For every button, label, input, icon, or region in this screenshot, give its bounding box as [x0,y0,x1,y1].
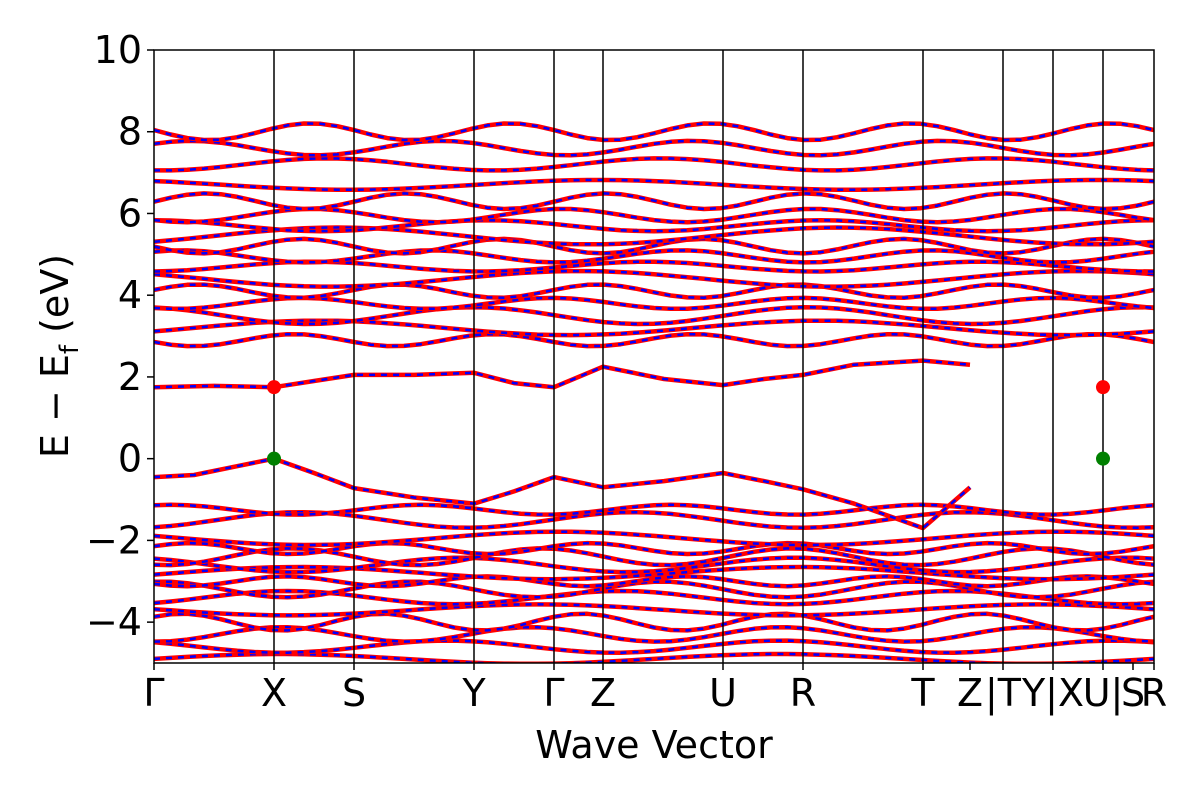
plot-frame [153,49,1155,664]
bands-layer [154,121,1154,663]
y-tick-label: 0 [118,437,142,481]
band-4-red [154,602,1154,618]
x-tick-label: Z [957,671,983,715]
band-19-blue [154,283,1154,299]
y-tick-label: −4 [86,600,142,644]
y-axis-label: E − Ef (eV) [33,254,85,458]
x-tick-label: R [790,671,816,715]
band-8-red [154,564,1154,582]
x-tick-label: X [261,671,287,715]
vbm-marker-0 [267,451,281,466]
band-23-blue [154,237,1154,255]
conduction-band-bottom-blue [154,359,971,389]
band-0-red [154,651,1154,663]
band-edge-markers [267,380,1110,466]
svg-text:E − Ef (eV): E − Ef (eV) [33,254,85,458]
valence-band-top-blue [154,457,971,530]
band-1-red [154,638,1154,655]
x-tick-label: Y|X [1021,671,1084,716]
y-tick-label: 2 [118,355,142,399]
x-tick-label: R [1141,671,1167,715]
x-tick-label: U| [1083,671,1124,716]
x-tick-label: |T [985,671,1022,716]
band-22-red [154,248,1154,265]
y-tick-label: −2 [86,518,142,562]
band-6-blue [154,580,1154,599]
band-27-blue [154,192,1154,211]
band-17-red [154,304,1154,327]
x-tick-label: U [709,671,737,715]
band-20-red [154,268,1154,289]
x-tick-label: T [910,671,935,715]
vbm-marker-1 [1096,451,1110,466]
y-axis-ticks: −4 −2 0 2 4 6 8 10 [86,28,154,644]
y-tick-label: 10 [94,28,142,72]
y-axis-label-sub: f [55,344,85,354]
band-28-red [154,177,1154,193]
band-31-red [154,121,1154,143]
band-7-red [154,574,1154,589]
cbm-marker-1 [1096,380,1110,395]
cbm-marker-0 [267,380,281,395]
y-tick-label: 4 [118,273,142,317]
x-axis-label: Wave Vector [535,723,773,767]
band-15-red [154,331,1154,349]
band-12-red [154,529,1154,548]
band-3-blue [154,612,1154,632]
band-30-blue [154,139,1154,157]
x-tick-label: Γ [143,671,164,715]
band-16-red [154,318,1154,338]
band-14-red [154,502,1154,517]
x-tick-label: S [342,671,366,715]
y-tick-label: 8 [118,110,142,154]
x-tick-label: Y [461,671,486,715]
x-tick-label: S [1121,671,1145,715]
band-18-red [154,295,1154,312]
band-9-red [154,555,1154,575]
band-15-blue [154,332,1154,348]
band-2-blue [154,625,1154,643]
x-axis-ticks: Γ X S Y Γ Z U R T Z |T Y|XU|SR [143,663,1167,716]
band-31-blue [154,122,1154,142]
x-tick-label: Z [590,671,616,715]
x-tick-label: Γ [543,671,564,715]
band-25-red [154,217,1154,234]
y-tick-label: 6 [118,191,142,235]
y-axis-label-unit: (eV) [33,254,77,345]
band-11-red [154,540,1154,557]
y-axis-label-main: E − E [33,354,77,458]
kpoint-divider-lines [273,50,1104,663]
band-24-red [154,225,1154,247]
band-29-red [154,156,1154,173]
